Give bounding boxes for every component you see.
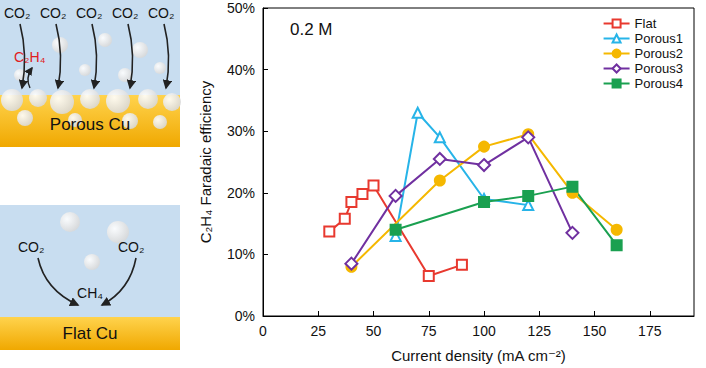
- svg-text:40%: 40%: [227, 62, 255, 78]
- svg-text:125: 125: [528, 323, 552, 339]
- svg-text:Flat Cu: Flat Cu: [63, 324, 118, 343]
- svg-text:Flat: Flat: [635, 16, 657, 31]
- svg-text:30%: 30%: [227, 123, 255, 139]
- svg-text:CH₄: CH₄: [77, 285, 103, 301]
- svg-text:0.2 M: 0.2 M: [290, 20, 333, 39]
- svg-text:Current density (mA cm⁻²): Current density (mA cm⁻²): [391, 347, 566, 364]
- svg-text:20%: 20%: [227, 185, 255, 201]
- svg-text:C₂H₄: C₂H₄: [14, 49, 46, 65]
- svg-text:175: 175: [638, 323, 662, 339]
- svg-text:Porous3: Porous3: [635, 61, 683, 76]
- svg-text:CO₂: CO₂: [118, 239, 144, 255]
- svg-text:Porous2: Porous2: [635, 46, 683, 61]
- svg-text:150: 150: [583, 323, 607, 339]
- svg-text:50: 50: [366, 323, 382, 339]
- svg-text:Porous4: Porous4: [635, 76, 683, 91]
- svg-text:0%: 0%: [235, 308, 255, 324]
- svg-text:25: 25: [310, 323, 326, 339]
- svg-text:10%: 10%: [227, 246, 255, 262]
- svg-text:CO₂: CO₂: [4, 5, 30, 21]
- svg-text:CO₂: CO₂: [40, 5, 66, 21]
- svg-text:75: 75: [421, 323, 437, 339]
- svg-text:0: 0: [259, 323, 267, 339]
- svg-text:50%: 50%: [227, 0, 255, 16]
- svg-text:C₂H₄ Faradaic efficiency: C₂H₄ Faradaic efficiency: [197, 80, 214, 243]
- svg-text:100: 100: [472, 323, 496, 339]
- svg-text:CO₂: CO₂: [18, 239, 44, 255]
- svg-text:CO₂: CO₂: [148, 5, 174, 21]
- svg-text:CO₂: CO₂: [112, 5, 138, 21]
- svg-text:CO₂: CO₂: [76, 5, 102, 21]
- svg-text:Porous1: Porous1: [635, 31, 683, 46]
- svg-text:Porous Cu: Porous Cu: [50, 115, 130, 134]
